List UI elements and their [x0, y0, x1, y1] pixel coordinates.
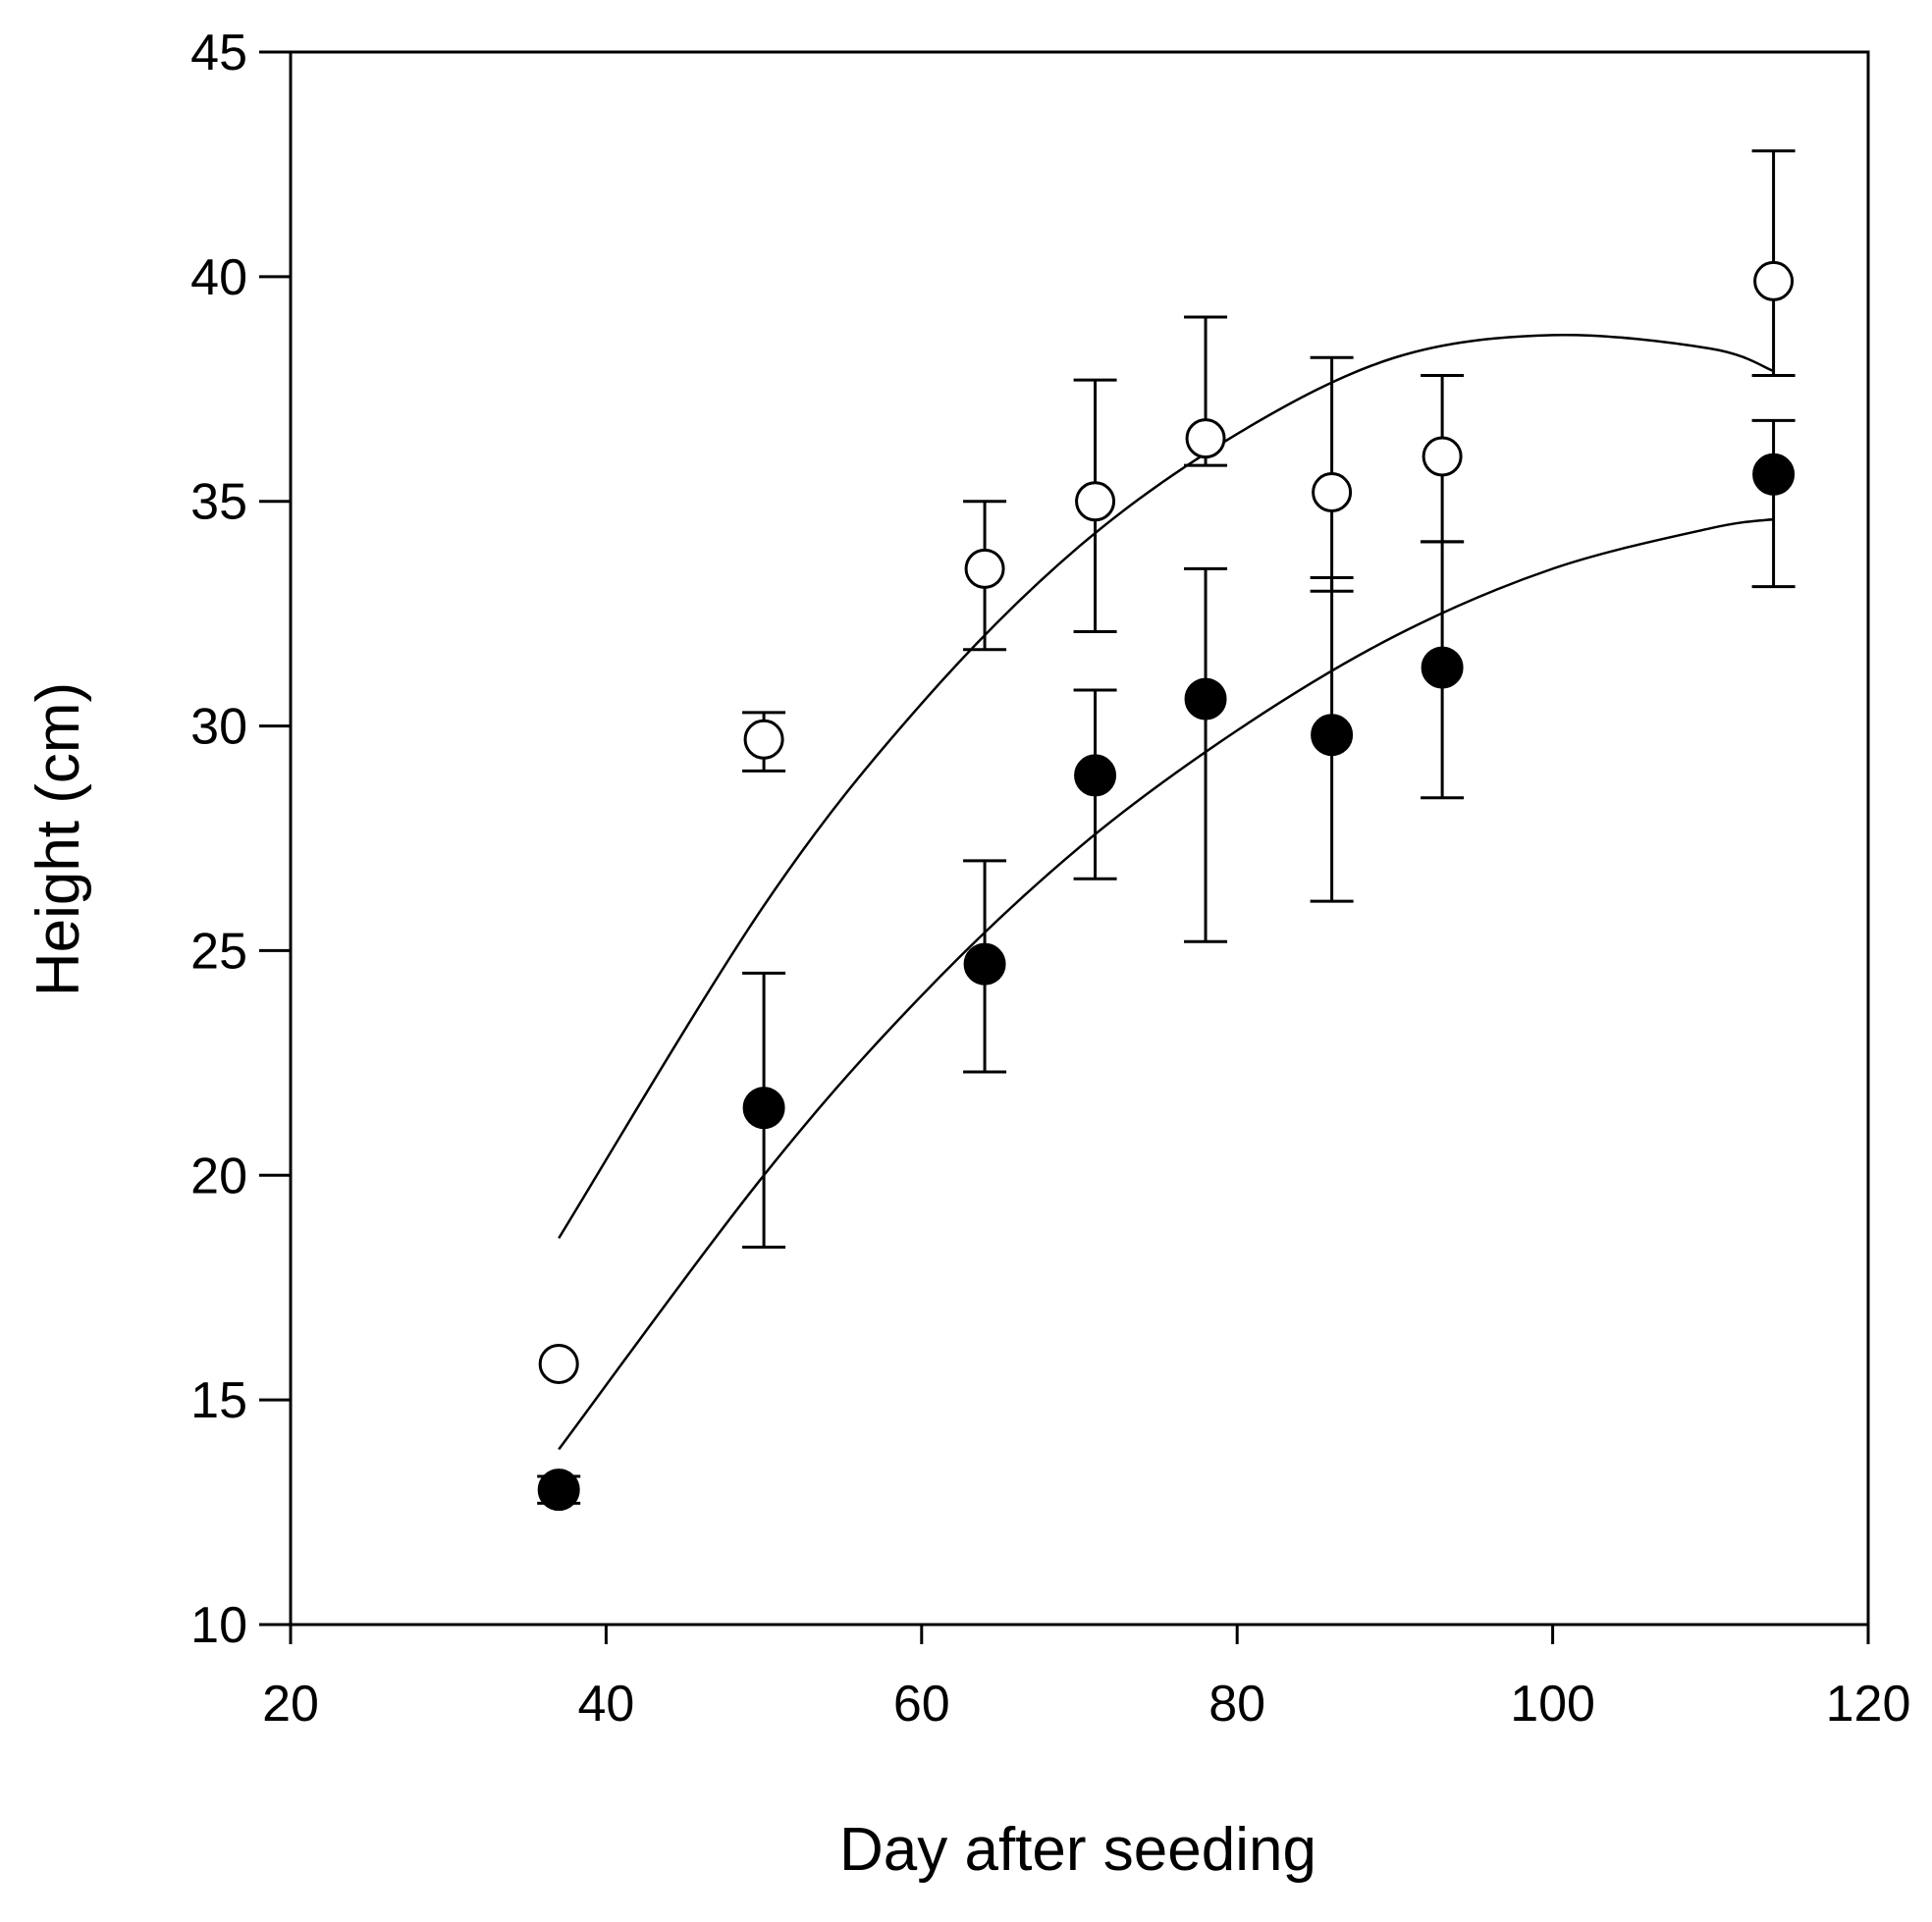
data-point-open [1312, 472, 1353, 513]
plot-frame [289, 50, 1870, 1627]
data-point-open [743, 719, 784, 760]
error-bar-filled [1751, 418, 1796, 589]
x-tick-label: 60 [893, 1676, 950, 1733]
x-tick-label: 40 [577, 1676, 634, 1733]
data-point-open [1753, 260, 1795, 301]
data-point-open [1185, 418, 1226, 459]
y-axis-title: Height (cm) [25, 682, 92, 996]
x-tick-label: 100 [1510, 1676, 1595, 1733]
y-tick-label: 15 [190, 1372, 247, 1429]
data-points [537, 260, 1796, 1512]
data-point-filled [1184, 677, 1227, 721]
y-tick-label: 35 [190, 474, 247, 531]
x-axis-title: Day after seeding [839, 1816, 1316, 1884]
data-point-filled [1421, 646, 1464, 689]
y-tick-label: 45 [190, 25, 247, 81]
data-point-filled [963, 942, 1006, 986]
data-point-filled [1074, 754, 1117, 797]
data-point-filled [1752, 453, 1796, 496]
y-tick-label: 25 [190, 923, 247, 980]
x-tick-label: 80 [1208, 1676, 1265, 1733]
fit-curve-open [558, 333, 1775, 1240]
data-point-open [1075, 481, 1116, 522]
y-tick-label: 20 [190, 1148, 247, 1204]
data-point-filled [537, 1468, 580, 1512]
data-point-open [538, 1344, 579, 1385]
data-point-filled [1311, 714, 1354, 757]
x-tick-label: 20 [262, 1676, 319, 1733]
y-tick-label: 10 [190, 1597, 247, 1654]
x-tick-label: 120 [1826, 1676, 1911, 1733]
data-point-filled [742, 1087, 785, 1130]
data-point-open [964, 548, 1005, 589]
error-bar-filled [1184, 566, 1228, 943]
axes-layer: 20 40 60 80 100 120 10 15 20 25 30 35 40 45 [190, 25, 1910, 1733]
y-tick-label: 30 [190, 699, 247, 756]
data-point-open [1422, 436, 1463, 477]
y-tick-label: 40 [190, 249, 247, 306]
